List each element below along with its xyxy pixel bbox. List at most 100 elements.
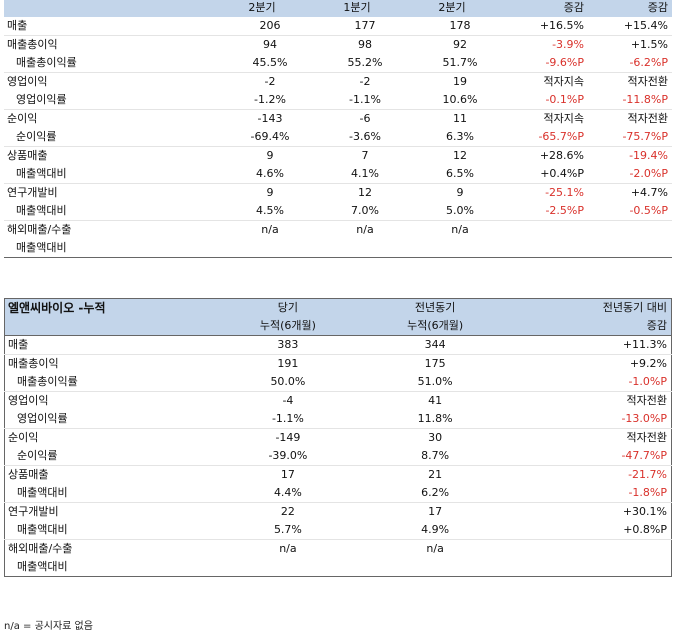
- value-cell: -1.1%: [271, 412, 304, 425]
- value-cell: -47.7%P: [621, 449, 667, 462]
- value-cell: 344: [424, 338, 446, 351]
- table-row: 매출총이익률 45.5% 55.2% 51.7% -9.6%P -6.2%P: [4, 54, 672, 73]
- row-label: 매출총이익률: [17, 375, 78, 388]
- row-label: 영업이익: [4, 72, 214, 91]
- table-row: 상품매출 17 21 -21.7%: [4, 465, 672, 484]
- column-subheader: 증감: [509, 317, 672, 336]
- value-cell: 30: [361, 428, 510, 447]
- table-row: 연구개발비 9 12 9 -25.1% +4.7%: [4, 183, 672, 202]
- value-cell: -1.0%P: [628, 375, 667, 388]
- table-row: 매출액대비: [4, 239, 672, 258]
- row-label: 영업이익: [4, 391, 215, 410]
- header-blank: [4, 317, 215, 336]
- value-cell: -6: [310, 109, 404, 128]
- value-cell: 51.7%: [442, 56, 478, 69]
- table-row: 매출액대비 4.6% 4.1% 6.5% +0.4%P -2.0%P: [4, 165, 672, 184]
- value-cell: 17: [214, 465, 362, 484]
- value-cell: 9: [214, 183, 310, 202]
- value-cell: n/a: [214, 220, 310, 239]
- table-row: 영업이익 -2 -2 19 적자지속 적자전환: [4, 72, 672, 91]
- value-cell: -21.7%: [509, 465, 672, 484]
- value-cell: 12: [310, 183, 404, 202]
- value-cell: [509, 539, 672, 558]
- row-label: 매출총이익: [4, 354, 215, 373]
- value-cell: +15.4%: [623, 19, 668, 32]
- column-header: 증감: [588, 0, 672, 17]
- value-cell: -2: [310, 72, 404, 91]
- value-cell: 8.7%: [421, 449, 450, 462]
- value-cell: 19: [404, 72, 500, 91]
- value-cell: +11.3%: [622, 338, 667, 351]
- value-cell: 7.0%: [351, 204, 379, 217]
- cumulative-table: 엘앤씨바이오 -누적 당기 전년동기 전년동기 대비 누적(6개월) 누적(6개월) 증감 매…: [4, 298, 672, 577]
- table-row: 해외매출/수출 n/a n/a n/a: [4, 220, 672, 239]
- value-cell: 17: [361, 502, 510, 521]
- table-row: 매출액대비 5.7% 4.9% +0.8%P: [5, 521, 672, 540]
- row-label: 매출: [8, 338, 29, 351]
- value-cell: -75.7%P: [622, 130, 668, 143]
- value-cell: 적자전환: [509, 428, 672, 447]
- value-cell: 적자지속: [500, 72, 588, 91]
- row-label: 순이익: [4, 428, 215, 447]
- value-cell: 177: [354, 19, 376, 32]
- value-cell: 206: [259, 19, 281, 32]
- column-subheader: 누적(6개월): [361, 317, 510, 336]
- row-label: 매출액대비: [17, 523, 68, 536]
- row-label: 매출액대비: [16, 167, 67, 180]
- column-header: 2분기: [214, 0, 310, 17]
- value-cell: 적자전환: [509, 391, 672, 410]
- row-label: 순이익률: [16, 130, 57, 143]
- value-cell: 4.4%: [273, 486, 302, 499]
- value-cell: 11: [404, 109, 500, 128]
- value-cell: +30.1%: [509, 502, 672, 521]
- table-row: 영업이익률 -1.2% -1.1% 10.6% -0.1%P -11.8%P: [4, 91, 672, 110]
- value-cell: [509, 558, 671, 577]
- row-label: 순이익: [4, 109, 214, 128]
- value-cell: 178: [449, 19, 471, 32]
- cumulative-table-body: 엘앤씨바이오 -누적 당기 전년동기 전년동기 대비 누적(6개월) 누적(6개월) 증감 매…: [4, 298, 672, 577]
- value-cell: +28.6%: [500, 146, 588, 165]
- value-cell: 191: [214, 354, 362, 373]
- value-cell: +1.5%: [588, 35, 672, 54]
- row-label: 매출총이익률: [16, 56, 77, 69]
- value-cell: 적자전환: [588, 109, 672, 128]
- value-cell: 6.3%: [446, 130, 474, 143]
- value-cell: [588, 220, 672, 239]
- value-cell: 적자전환: [588, 72, 672, 91]
- value-cell: 21: [361, 465, 510, 484]
- table-row: 상품매출 9 7 12 +28.6% -19.4%: [4, 146, 672, 165]
- value-cell: 9: [214, 146, 310, 165]
- value-cell: 41: [361, 391, 510, 410]
- table-title: 엘앤씨바이오 -누적: [4, 298, 215, 317]
- value-cell: -0.1%P: [545, 93, 584, 106]
- value-cell: n/a: [214, 539, 362, 558]
- value-cell: 4.6%: [256, 167, 284, 180]
- value-cell: 12: [404, 146, 500, 165]
- value-cell: -0.5%P: [629, 204, 668, 217]
- row-label: 상품매출: [4, 146, 214, 165]
- value-cell: -3.6%: [349, 130, 381, 143]
- table-row: 순이익률 -69.4% -3.6% 6.3% -65.7%P -75.7%P: [4, 128, 672, 147]
- value-cell: -11.8%P: [622, 93, 668, 106]
- row-label: 영업이익률: [17, 412, 68, 425]
- table-row: 해외매출/수출 n/a n/a: [4, 539, 672, 558]
- column-header: 1분기: [310, 0, 404, 17]
- value-cell: [361, 558, 509, 577]
- table-row: 매출액대비 4.5% 7.0% 5.0% -2.5%P -0.5%P: [4, 202, 672, 221]
- table-row: 매출총이익률 50.0% 51.0% -1.0%P: [5, 373, 672, 392]
- quarterly-table-body: 2분기 1분기 2분기 증감 증감 매출 206 177 178 +16.5% +15.4% 매출총이…: [4, 0, 672, 258]
- value-cell: 51.0%: [417, 375, 453, 388]
- column-header: 2분기: [404, 0, 500, 17]
- table-row: 매출액대비: [5, 558, 672, 577]
- row-label: 매출액대비: [16, 241, 67, 254]
- value-cell: -9.6%P: [545, 56, 584, 69]
- table-row: 순이익 -143 -6 11 적자지속 적자전환: [4, 109, 672, 128]
- value-cell: 383: [277, 338, 299, 351]
- value-cell: 175: [361, 354, 510, 373]
- value-cell: 22: [214, 502, 362, 521]
- table-row: 순이익률 -39.0% 8.7% -47.7%P: [5, 447, 672, 466]
- value-cell: [215, 558, 361, 577]
- value-cell: -2.5%P: [545, 204, 584, 217]
- row-label: 영업이익률: [16, 93, 67, 106]
- column-header: 전년동기 대비: [509, 298, 672, 317]
